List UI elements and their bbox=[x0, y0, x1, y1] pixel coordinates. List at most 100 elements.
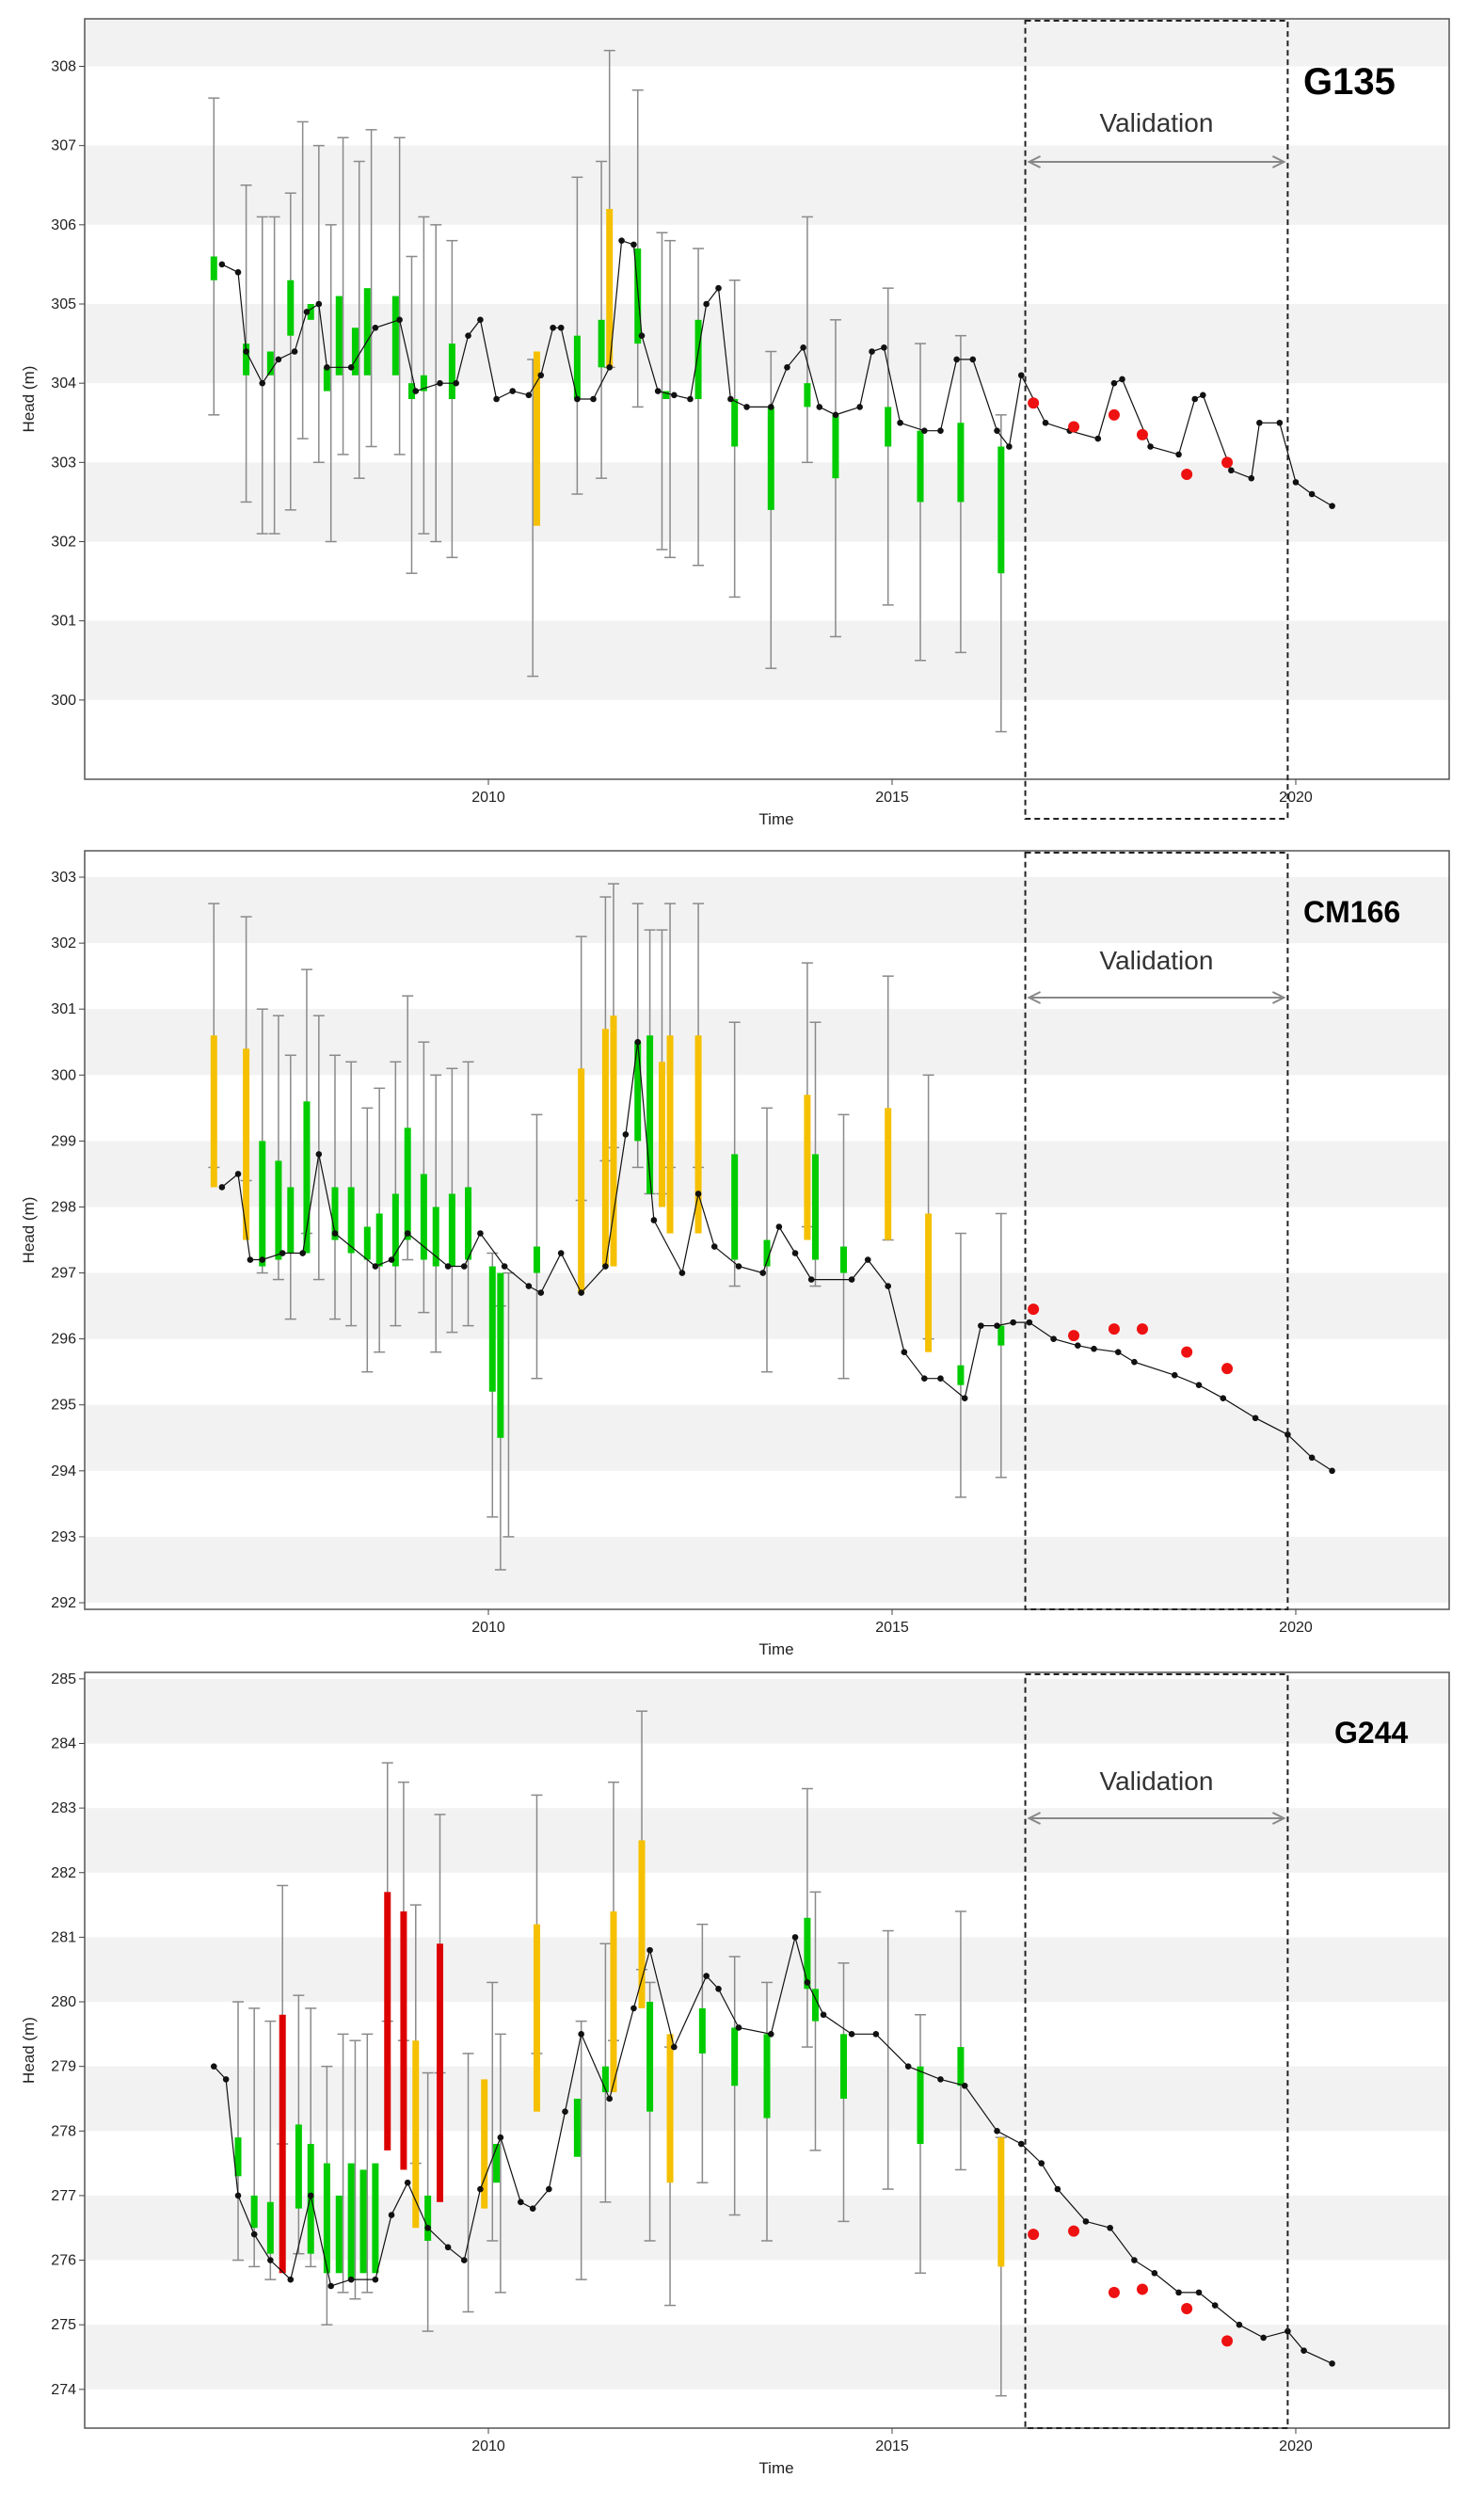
simulated-point bbox=[1329, 2360, 1335, 2367]
simulated-point bbox=[372, 1263, 379, 1270]
y-tick-label: 296 bbox=[51, 1332, 76, 1348]
residual-bar bbox=[811, 1989, 819, 2022]
x-axis-title: Time bbox=[758, 2459, 793, 2477]
simulated-point bbox=[1308, 490, 1316, 498]
residual-bar bbox=[391, 296, 399, 376]
validation-arrow-right-head bbox=[1271, 1812, 1286, 1825]
x-tick-label: 2015 bbox=[875, 2438, 909, 2454]
simulated-point bbox=[606, 364, 613, 371]
validation-points bbox=[1028, 1303, 1234, 1375]
simulated-point bbox=[546, 2185, 552, 2193]
residual-bar bbox=[335, 296, 343, 376]
simulated-point bbox=[848, 2031, 855, 2038]
residual-bar bbox=[465, 1187, 472, 1260]
residual-bar bbox=[307, 2144, 314, 2254]
residual-bar bbox=[804, 383, 811, 408]
simulated-point bbox=[1329, 503, 1335, 509]
plot-frame bbox=[84, 850, 1450, 1610]
simulated-point bbox=[687, 395, 694, 403]
simulated-point bbox=[1285, 2327, 1291, 2335]
simulated-point bbox=[735, 2024, 742, 2031]
simulated-point bbox=[404, 1230, 411, 1237]
x-tick-label: 2020 bbox=[1279, 1620, 1313, 1636]
grid-band bbox=[85, 1536, 1449, 1603]
y-tick-label: 298 bbox=[51, 1199, 76, 1215]
simulated-point bbox=[1050, 1335, 1057, 1342]
residual-bar bbox=[832, 414, 839, 479]
simulated-point bbox=[1042, 419, 1049, 426]
y-tick-label: 275 bbox=[51, 2317, 76, 2333]
simulated-point bbox=[1191, 395, 1199, 403]
simulated-point bbox=[1091, 1345, 1097, 1352]
simulated-point bbox=[460, 2257, 468, 2263]
residual-bar bbox=[437, 1943, 444, 2202]
simulated-point bbox=[671, 392, 678, 399]
residual-bar bbox=[363, 288, 371, 376]
simulated-point bbox=[703, 1973, 710, 1979]
y-tick-label: 307 bbox=[51, 138, 76, 154]
simulated-point bbox=[678, 1270, 686, 1276]
simulated-point bbox=[1038, 2160, 1045, 2166]
simulated-point bbox=[767, 2031, 774, 2038]
simulated-point bbox=[267, 2257, 274, 2263]
validation-label: Validation bbox=[1100, 108, 1214, 137]
simulated-point bbox=[606, 2095, 613, 2102]
simulated-point bbox=[816, 404, 823, 410]
residual-bar bbox=[694, 1035, 702, 1234]
residual-bar bbox=[234, 2137, 242, 2177]
simulated-point bbox=[1026, 1319, 1033, 1326]
simulated-point bbox=[1276, 419, 1284, 426]
residual-bar bbox=[662, 391, 670, 399]
y-tick-label: 283 bbox=[51, 1800, 76, 1816]
y-axis-title: Head (m) bbox=[20, 366, 38, 433]
residual-bar bbox=[412, 2040, 420, 2229]
x-axis-title: Time bbox=[758, 810, 793, 828]
simulated-point bbox=[994, 427, 1000, 434]
y-tick-label: 292 bbox=[51, 1595, 76, 1611]
simulated-point bbox=[618, 237, 625, 244]
y-axis-title: Head (m) bbox=[20, 1197, 38, 1264]
residual-bar bbox=[811, 1154, 819, 1260]
validation-point bbox=[1108, 408, 1120, 421]
residual-bar bbox=[481, 2079, 488, 2209]
simulated-point bbox=[444, 1263, 452, 1270]
simulated-series-line bbox=[213, 1935, 1332, 2364]
residual-bar bbox=[578, 1068, 585, 1293]
simulated-point bbox=[1308, 1454, 1316, 1462]
simulated-points bbox=[218, 1038, 1335, 1475]
validation-point bbox=[1136, 428, 1148, 440]
simulated-point bbox=[557, 1250, 565, 1256]
simulated-point bbox=[775, 1223, 783, 1230]
residual-bar bbox=[295, 2124, 302, 2209]
validation-point bbox=[1221, 456, 1234, 469]
simulated-point bbox=[578, 1289, 584, 1296]
residual-bar bbox=[347, 1187, 355, 1254]
simulated-point bbox=[671, 2043, 678, 2051]
simulated-point bbox=[1171, 1371, 1178, 1379]
simulated-point bbox=[901, 1349, 908, 1355]
simulated-points bbox=[210, 1934, 1335, 2367]
residual-bar bbox=[400, 1910, 407, 2170]
simulated-point bbox=[1200, 392, 1206, 399]
simulated-point bbox=[1094, 435, 1102, 442]
y-tick-label: 285 bbox=[51, 1671, 76, 1687]
validation-point bbox=[1068, 421, 1080, 433]
simulated-point bbox=[1300, 2347, 1307, 2354]
residual-bar bbox=[351, 328, 359, 376]
chart-panel-g135: 300 301 302 303 304 305 306 307 308 2010 2015 2020 T… bbox=[20, 18, 1450, 828]
y-tick-label: 299 bbox=[51, 1133, 76, 1149]
y-tick-label: 308 bbox=[51, 59, 76, 75]
simulated-point bbox=[465, 332, 471, 339]
validation-point bbox=[1028, 397, 1040, 409]
residual-bar bbox=[347, 2163, 355, 2280]
simulated-point bbox=[412, 388, 420, 394]
residual-bar bbox=[266, 351, 274, 376]
validation-arrow-left-head bbox=[1027, 1812, 1042, 1825]
residual-bar bbox=[573, 2098, 581, 2157]
residual-bar bbox=[210, 256, 217, 280]
residual-bar bbox=[375, 1213, 383, 1267]
simulated-point bbox=[1175, 2289, 1182, 2296]
residual-bar bbox=[448, 344, 455, 399]
simulated-point bbox=[921, 427, 928, 434]
